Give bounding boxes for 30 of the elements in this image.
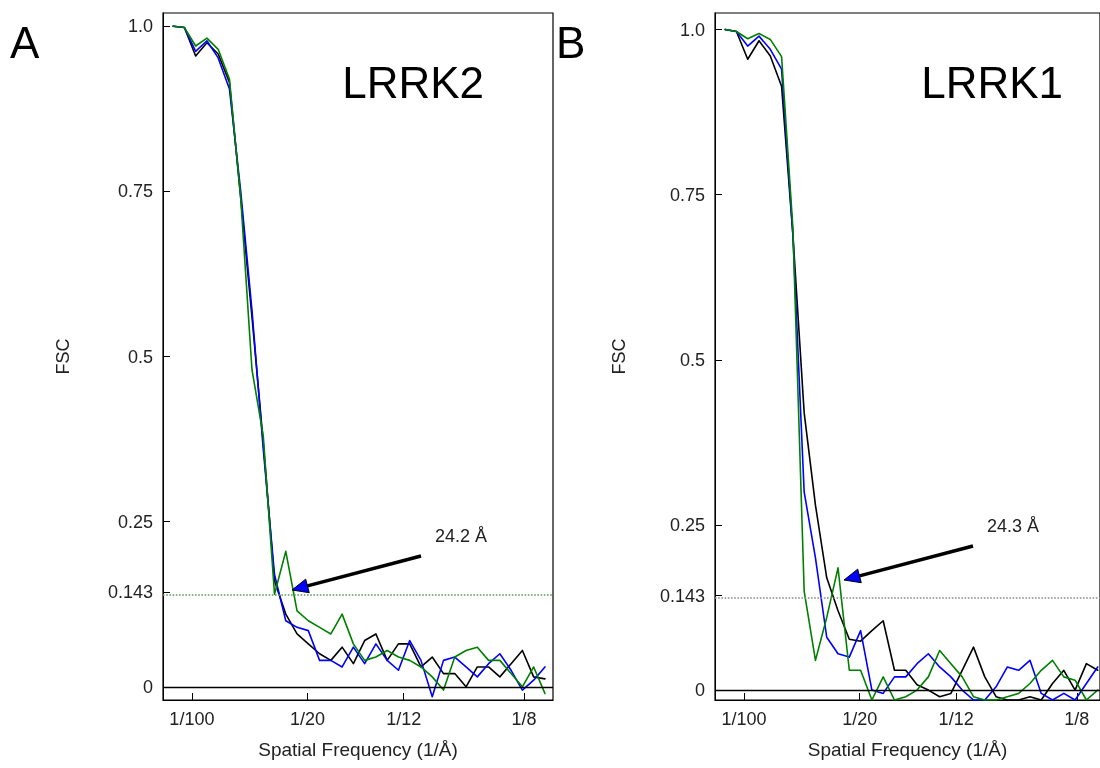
x-tick-label: 1/20	[289, 709, 325, 729]
y-tick-label: 0.5	[679, 349, 705, 370]
x-tick-label: 1/12	[938, 709, 974, 729]
text: B	[556, 18, 586, 68]
y-tick-label: 1.0	[127, 16, 153, 37]
x-axis-title: Spatial Frequency (1/Å)	[807, 739, 1008, 760]
x-tick-label: 1/8	[511, 709, 537, 729]
text: LRRK2	[342, 57, 484, 107]
y-tick-label: 0.5	[127, 346, 153, 367]
x-tick-label: 1/20	[842, 709, 878, 729]
y-tick-label: 0.75	[669, 184, 705, 205]
text: A	[10, 18, 40, 68]
annotation: 24.2 Å	[435, 526, 488, 547]
x-tick-label: 1/100	[721, 709, 767, 729]
y-tick-label: 0.75	[117, 181, 153, 202]
x-tick-label: 1/100	[169, 709, 215, 729]
x-axis-title: Spatial Frequency (1/Å)	[258, 739, 458, 760]
annotation: 24.3 Å	[987, 516, 1040, 537]
text: LRRK1	[921, 57, 1063, 107]
x-tick-label: 1/8	[1064, 709, 1090, 729]
y-axis-title: FSC	[53, 338, 73, 375]
y-tick-label: 0	[142, 676, 153, 697]
y-tick-label: 0	[694, 680, 705, 701]
y-tick-label: 1.0	[679, 19, 705, 40]
y-axis-title: FSC	[609, 338, 629, 375]
y-tick-label: 0.143	[659, 585, 705, 606]
x-tick-label: 1/12	[386, 709, 422, 729]
y-tick-label: 0.25	[117, 511, 153, 532]
y-tick-label: 0.143	[107, 582, 153, 603]
y-tick-label: 0.25	[669, 514, 705, 535]
